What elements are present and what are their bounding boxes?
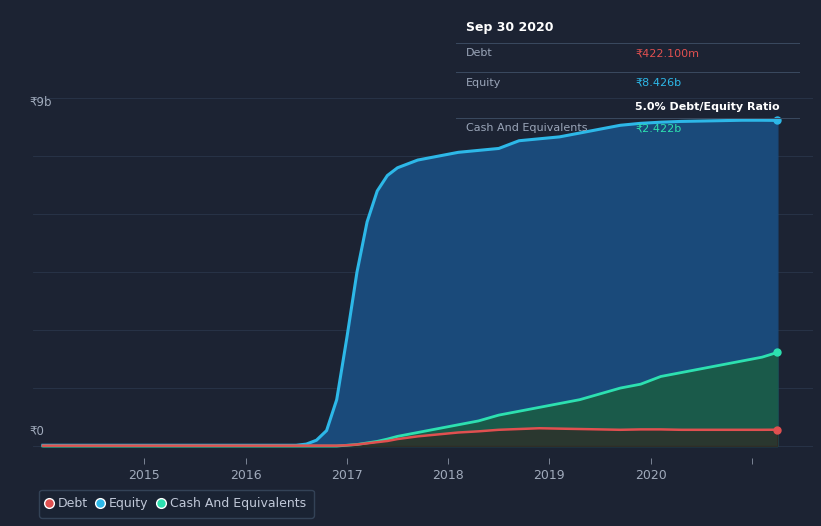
- Text: Cash And Equivalents: Cash And Equivalents: [466, 123, 588, 133]
- Text: Equity: Equity: [466, 78, 502, 88]
- Text: 5.0% Debt/Equity Ratio: 5.0% Debt/Equity Ratio: [635, 102, 780, 112]
- Text: ₹422.100m: ₹422.100m: [635, 48, 699, 58]
- Text: ₹0: ₹0: [29, 425, 44, 438]
- Text: ₹2.422b: ₹2.422b: [635, 123, 681, 133]
- Text: Sep 30 2020: Sep 30 2020: [466, 21, 553, 34]
- Text: Debt: Debt: [466, 48, 493, 58]
- Text: ₹8.426b: ₹8.426b: [635, 78, 681, 88]
- Text: ₹9b: ₹9b: [29, 96, 52, 109]
- Legend: Debt, Equity, Cash And Equivalents: Debt, Equity, Cash And Equivalents: [39, 490, 314, 518]
